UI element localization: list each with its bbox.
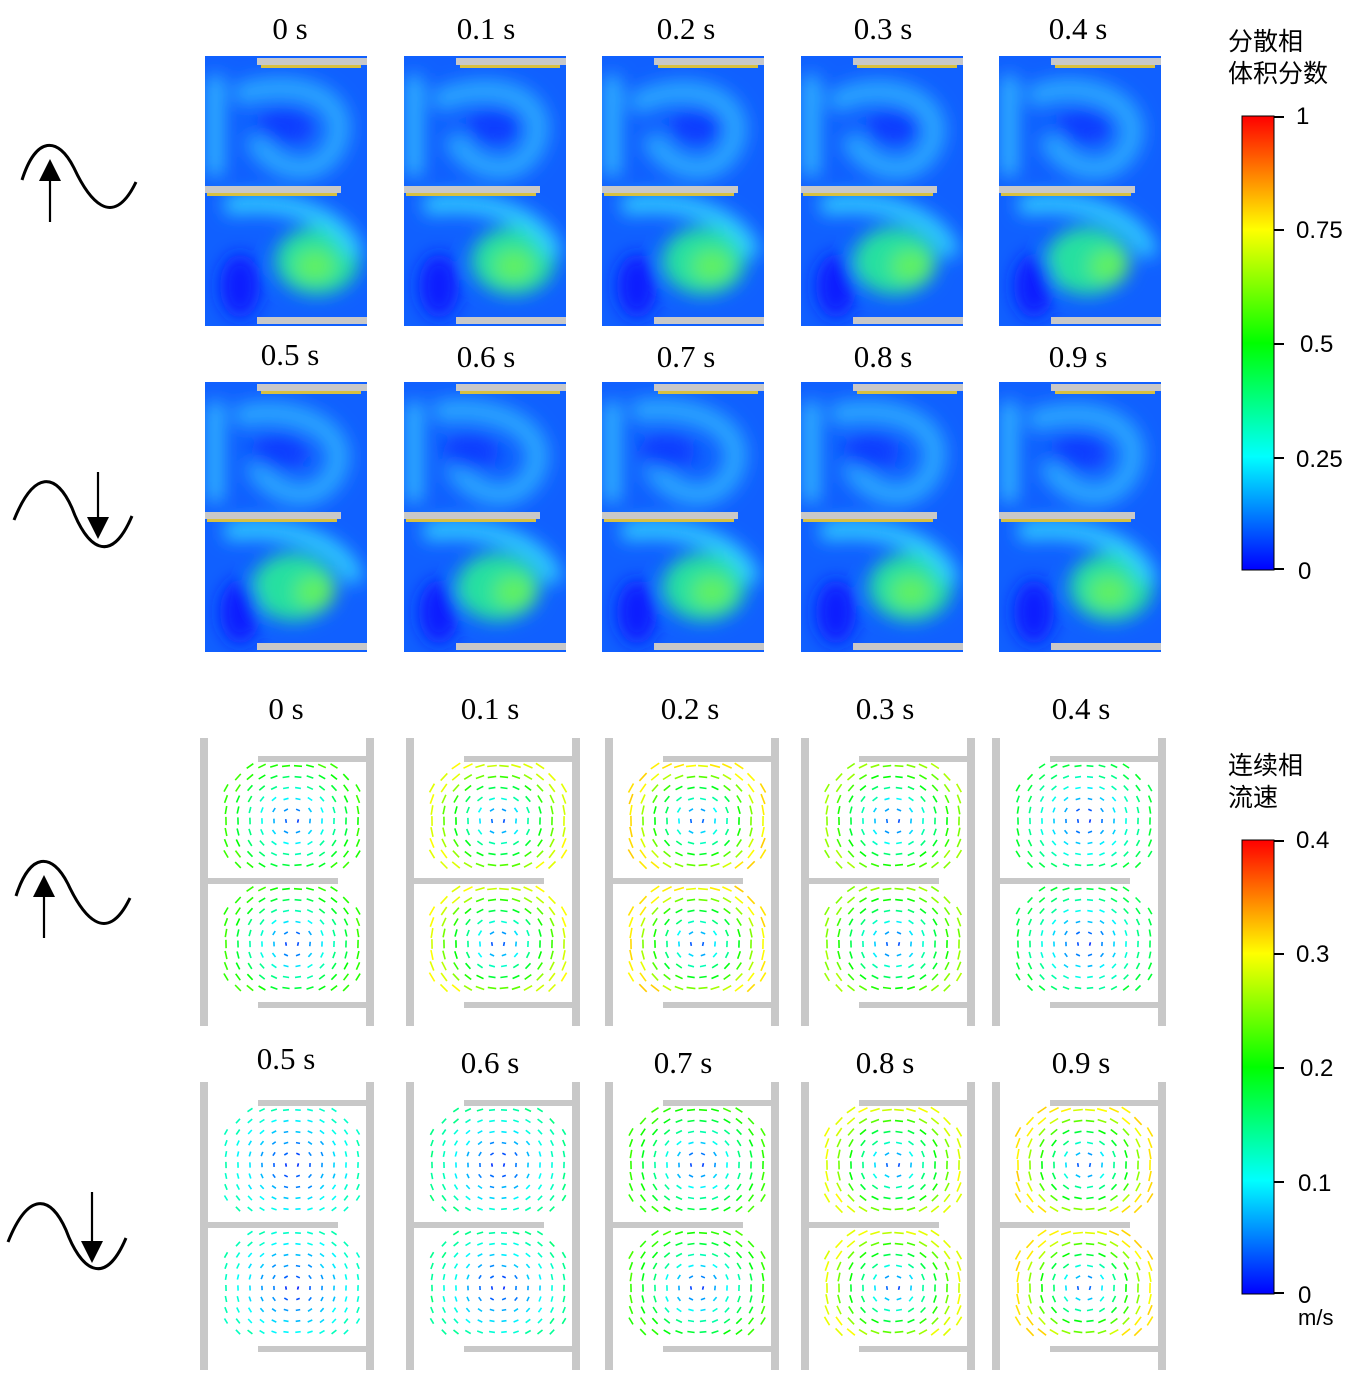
colorbar-tick-label: 0.2 bbox=[1300, 1055, 1334, 1082]
volume-fraction-contour-panel bbox=[602, 56, 764, 326]
velocity-unit-label: m/s bbox=[1298, 1305, 1334, 1330]
colorbar-tick-label: 0.25 bbox=[1296, 446, 1343, 473]
volume-fraction-contour-panel bbox=[801, 382, 963, 652]
time-label: 0 s bbox=[272, 11, 308, 46]
volume-fraction-contour-panel bbox=[404, 382, 566, 652]
volume-fraction-contour-panel bbox=[205, 56, 367, 326]
time-label: 0.8 s bbox=[855, 1045, 915, 1080]
time-label: 0.9 s bbox=[1051, 1045, 1111, 1080]
velocity-vector-panel bbox=[603, 1080, 781, 1372]
sine-wave-up-arrow-icon bbox=[14, 859, 132, 938]
time-label: 0.7 s bbox=[656, 339, 716, 374]
velocity-vector-panel bbox=[404, 736, 582, 1028]
volume-fraction-contour-panel bbox=[404, 56, 566, 326]
time-label: 0.5 s bbox=[256, 1041, 316, 1076]
velocity-legend-title: 连续相 流速 bbox=[1228, 751, 1304, 812]
time-label: 0.5 s bbox=[260, 337, 320, 372]
colorbar-tick-label: 1 bbox=[1296, 103, 1310, 130]
volume-fraction-contour-panel bbox=[999, 56, 1161, 326]
time-label: 0.3 s bbox=[855, 691, 915, 726]
colorbar-tick-label: 0 bbox=[1298, 558, 1312, 585]
colorbar-tick-label: 0.1 bbox=[1298, 1170, 1332, 1197]
velocity-vector-panel bbox=[404, 1080, 582, 1372]
volume-fraction-colorbar bbox=[1241, 115, 1284, 571]
time-label: 0.6 s bbox=[456, 339, 516, 374]
time-label: 0.1 s bbox=[456, 11, 516, 46]
velocity-vector-panel bbox=[799, 1080, 977, 1372]
volume-fraction-contour-panel bbox=[801, 56, 963, 326]
velocity-vector-panel bbox=[990, 736, 1168, 1028]
time-label: 0.6 s bbox=[460, 1045, 520, 1080]
sine-wave-down-arrow-icon bbox=[6, 1192, 128, 1271]
colorbar-tick-label: 0.5 bbox=[1300, 331, 1334, 358]
colorbar-tick-label: 0.75 bbox=[1296, 217, 1343, 244]
volume-fraction-contour-panel bbox=[602, 382, 764, 652]
time-label: 0.7 s bbox=[653, 1045, 713, 1080]
colorbar-tick-label: 0.3 bbox=[1296, 941, 1330, 968]
time-label: 0.9 s bbox=[1048, 339, 1108, 374]
time-label: 0.1 s bbox=[460, 691, 520, 726]
volume-fraction-contour-panel bbox=[999, 382, 1161, 652]
time-label: 0.2 s bbox=[660, 691, 720, 726]
time-label: 0.2 s bbox=[656, 11, 716, 46]
colorbar-tick-label: 0 bbox=[1298, 1282, 1312, 1309]
time-label: 0.8 s bbox=[853, 339, 913, 374]
velocity-colorbar bbox=[1241, 839, 1284, 1295]
time-label: 0.4 s bbox=[1051, 691, 1111, 726]
sine-wave-up-arrow-icon bbox=[20, 143, 138, 222]
velocity-vector-panel bbox=[603, 736, 781, 1028]
velocity-vector-panel bbox=[198, 1080, 376, 1372]
velocity-vector-panel bbox=[799, 736, 977, 1028]
time-label: 0.3 s bbox=[853, 11, 913, 46]
volume-fraction-contour-panel bbox=[205, 382, 367, 652]
time-label: 0.4 s bbox=[1048, 11, 1108, 46]
sine-wave-down-arrow-icon bbox=[12, 472, 134, 549]
velocity-vector-panel bbox=[198, 736, 376, 1028]
volume-fraction-legend-title: 分散相 体积分数 bbox=[1228, 27, 1329, 88]
time-label: 0 s bbox=[268, 691, 304, 726]
velocity-vector-panel bbox=[990, 1080, 1168, 1372]
colorbar-tick-label: 0.4 bbox=[1296, 827, 1330, 854]
